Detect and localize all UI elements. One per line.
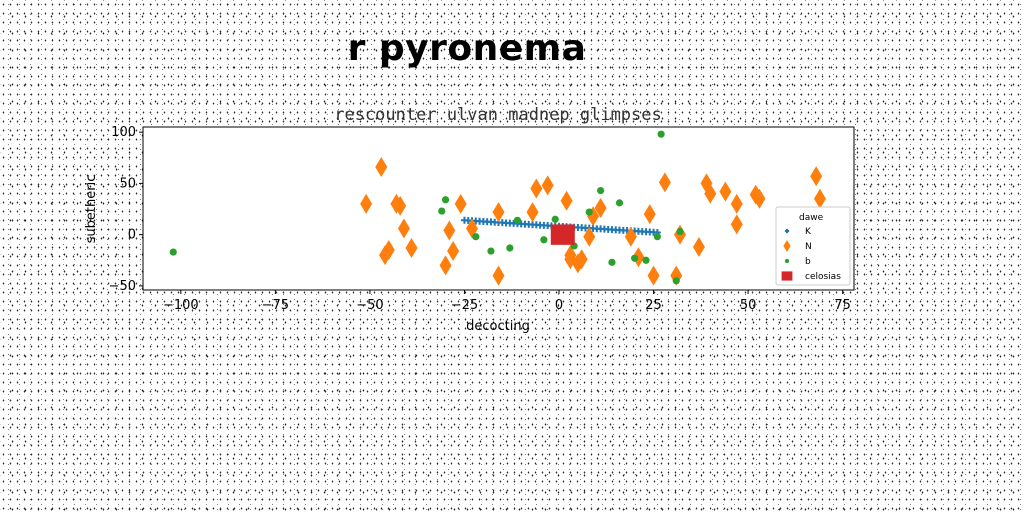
x-tick-label: 75 bbox=[834, 298, 851, 313]
legend-label: b bbox=[805, 257, 811, 267]
legend-label: N bbox=[805, 242, 812, 252]
series-b-point bbox=[654, 233, 661, 240]
x-tick-label: 0 bbox=[555, 298, 563, 313]
series-b-point bbox=[658, 131, 665, 138]
x-axis: −100 −75 −50 −25 0 25 50 75 bbox=[163, 290, 851, 313]
series-b-point bbox=[642, 257, 649, 264]
series-b-point bbox=[616, 199, 623, 206]
legend-celosias-point bbox=[782, 271, 793, 280]
x-tick-label: −25 bbox=[451, 298, 478, 313]
series-b-point bbox=[673, 277, 680, 284]
y-tick-label: −50 bbox=[109, 279, 136, 294]
series-b-point bbox=[597, 187, 604, 194]
chart-title: rescounter ulvan madnep glimpses bbox=[334, 105, 662, 125]
series-b-point bbox=[487, 247, 494, 254]
legend-entry: celosias bbox=[782, 271, 842, 282]
legend-title: dawe bbox=[799, 213, 824, 223]
series-b-point bbox=[540, 236, 547, 243]
x-tick-label: 25 bbox=[645, 298, 662, 313]
y-tick-label: 100 bbox=[111, 125, 136, 140]
series-b-point bbox=[170, 248, 177, 255]
series-b-point bbox=[552, 216, 559, 223]
series-b-point bbox=[676, 228, 683, 235]
series-b-point bbox=[586, 208, 593, 215]
y-tick-label: 50 bbox=[119, 176, 136, 191]
series-b-point bbox=[631, 255, 638, 262]
legend-b-point bbox=[785, 259, 789, 263]
series-celosias-point bbox=[551, 224, 575, 244]
x-tick-label: −50 bbox=[356, 298, 383, 313]
series-b-point bbox=[506, 244, 513, 251]
y-tick-label: 0 bbox=[128, 228, 136, 243]
series-b-point bbox=[472, 233, 479, 240]
x-tick-label: −100 bbox=[163, 298, 199, 313]
x-tick-label: 50 bbox=[740, 298, 757, 313]
y-axis-label: subetheric bbox=[84, 175, 99, 244]
series-b-point bbox=[442, 196, 449, 203]
y-axis: −50 0 50 100 bbox=[109, 125, 143, 294]
legend-label: celosias bbox=[805, 272, 841, 282]
x-axis-label: decocting bbox=[466, 319, 530, 334]
series-b-point bbox=[438, 207, 445, 214]
series-b-point bbox=[514, 217, 521, 224]
series-celosias bbox=[551, 224, 575, 244]
x-tick-label: −75 bbox=[262, 298, 289, 313]
series-b-point bbox=[608, 259, 615, 266]
